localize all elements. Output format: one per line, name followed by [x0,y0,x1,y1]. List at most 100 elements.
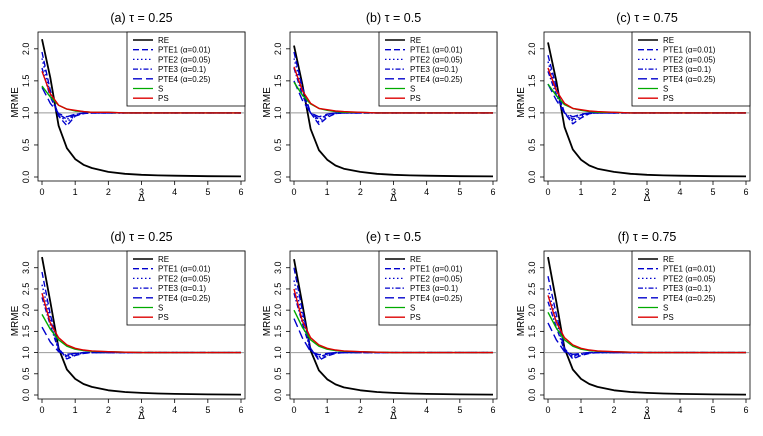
y-tick-label: 1.0 [21,107,31,120]
y-axis-label: MRME [262,305,273,336]
x-tick-label: 0 [545,187,550,197]
chart-title: (a) τ = 0.25 [110,11,172,25]
series-line-ps [293,66,493,114]
legend-label: PS [663,313,674,322]
x-tick-label: 3 [139,405,144,415]
x-tick-label: 1 [325,187,330,197]
legend-label: PTE1 (α=0.01) [410,46,463,55]
x-tick-label: 4 [172,187,177,197]
y-tick-label: 1.5 [273,325,283,338]
x-tick-label: 6 [238,187,243,197]
y-tick-label: 0.5 [273,139,283,152]
legend-label: PTE1 (α=0.01) [158,265,211,274]
chart-title: (b) τ = 0.5 [366,11,421,25]
x-axis-label: Δ [138,193,145,204]
legend-label: PTE2 (α=0.05) [158,55,211,64]
legend-label: PS [410,313,421,322]
chart-title: (f) τ = 0.75 [618,230,677,244]
legend-label: PTE2 (α=0.05) [410,274,463,283]
y-tick-label: 0.5 [273,368,283,381]
x-tick-label: 6 [490,187,495,197]
legend-label: PTE4 (α=0.25) [663,294,716,303]
y-tick-label: 0.0 [273,389,283,402]
chart-panel-3: (c) τ = 0.75 0 1 2 3 4 5 6 Δ 0.0 0.5 1.0 1.5 2.0 MRME R… [516,11,751,204]
y-tick-label: 2.0 [527,43,537,56]
y-axis-label: MRME [10,87,21,118]
y-tick-label: 2.0 [21,304,31,317]
y-tick-label: 0.5 [21,139,31,152]
y-tick-label: 2.0 [527,304,537,317]
y-tick-label: 1.5 [21,325,31,338]
legend-label: S [410,85,415,94]
legend-label: PS [410,94,421,103]
series-line-re [293,45,494,178]
x-tick-label: 5 [205,405,210,415]
y-tick-label: 2.0 [273,43,283,56]
legend-label: PTE3 (α=0.1) [410,284,458,293]
legend-label: PTE2 (α=0.05) [663,274,716,283]
legend-label: PTE4 (α=0.25) [158,75,211,84]
y-tick-label: 0.0 [273,171,283,184]
x-tick-label: 3 [644,405,649,415]
y-tick-label: 1.5 [21,75,31,88]
legend-label: PS [158,313,169,322]
x-tick-label: 4 [677,187,682,197]
legend-label: RE [663,255,674,264]
y-tick-label: 1.5 [527,75,537,88]
y-tick-label: 2.5 [21,283,31,296]
legend-label: PTE1 (α=0.01) [410,265,463,274]
x-tick-label: 3 [139,187,144,197]
y-tick-label: 1.0 [527,107,537,120]
legend-label: PTE4 (α=0.25) [663,75,716,84]
y-axis-label: MRME [10,305,21,336]
y-tick-label: 2.5 [527,283,537,296]
chart-title: (d) τ = 0.25 [110,230,172,244]
chart-panel-2: (b) τ = 0.5 0 1 2 3 4 5 6 Δ 0.0 0.5 1.0 1.5 2.0 MRME RE… [262,11,498,204]
x-tick-label: 5 [457,405,462,415]
legend-label: RE [410,255,421,264]
x-tick-label: 5 [710,187,715,197]
y-axis-label: MRME [516,87,527,118]
y-tick-label: 3.0 [527,261,537,274]
y-axis-label: MRME [262,87,273,118]
x-tick-label: 0 [545,405,550,415]
legend-label: PS [663,94,674,103]
chart-panel-1: (a) τ = 0.25 0 1 2 3 4 5 6 Δ 0.0 0.5 1.0 1.5 2.0 MRME R… [10,11,246,204]
x-tick-label: 6 [490,405,495,415]
chart-panel-6: (f) τ = 0.75 0 1 2 3 4 5 6 Δ 0.0 0.5 1.0 1.5 2.0 2.5 3.… [516,230,751,422]
legend-label: RE [158,36,169,45]
x-tick-label: 4 [172,405,177,415]
x-tick-label: 6 [238,405,243,415]
series-line-ps [41,293,241,354]
y-tick-label: 1.5 [273,75,283,88]
legend-label: S [663,85,668,94]
x-tick-label: 0 [291,405,296,415]
x-tick-label: 5 [205,187,210,197]
legend-label: PTE3 (α=0.1) [663,65,711,74]
legend-label: RE [158,255,169,264]
y-tick-label: 2.0 [21,43,31,56]
series-line-pte1 [41,51,241,127]
y-tick-label: 1.0 [21,346,31,359]
y-tick-label: 0.0 [21,171,31,184]
x-tick-label: 2 [106,405,111,415]
legend-label: PTE2 (α=0.05) [410,55,463,64]
y-tick-label: 1.5 [527,325,537,338]
chart-panel-4: (d) τ = 0.25 0 1 2 3 4 5 6 Δ 0.0 0.5 1.0 1.5 2.0 2.5 3.… [10,230,246,422]
legend-label: PTE3 (α=0.1) [663,284,711,293]
x-tick-label: 3 [391,187,396,197]
x-tick-label: 2 [611,405,616,415]
series-line-ps [293,288,493,354]
legend-label: RE [663,36,674,45]
legend-label: S [410,304,415,313]
y-tick-label: 1.0 [273,346,283,359]
y-tick-label: 3.0 [21,261,31,274]
series-line-pte4 [41,326,241,355]
x-tick-label: 2 [611,187,616,197]
y-tick-label: 0.5 [527,368,537,381]
